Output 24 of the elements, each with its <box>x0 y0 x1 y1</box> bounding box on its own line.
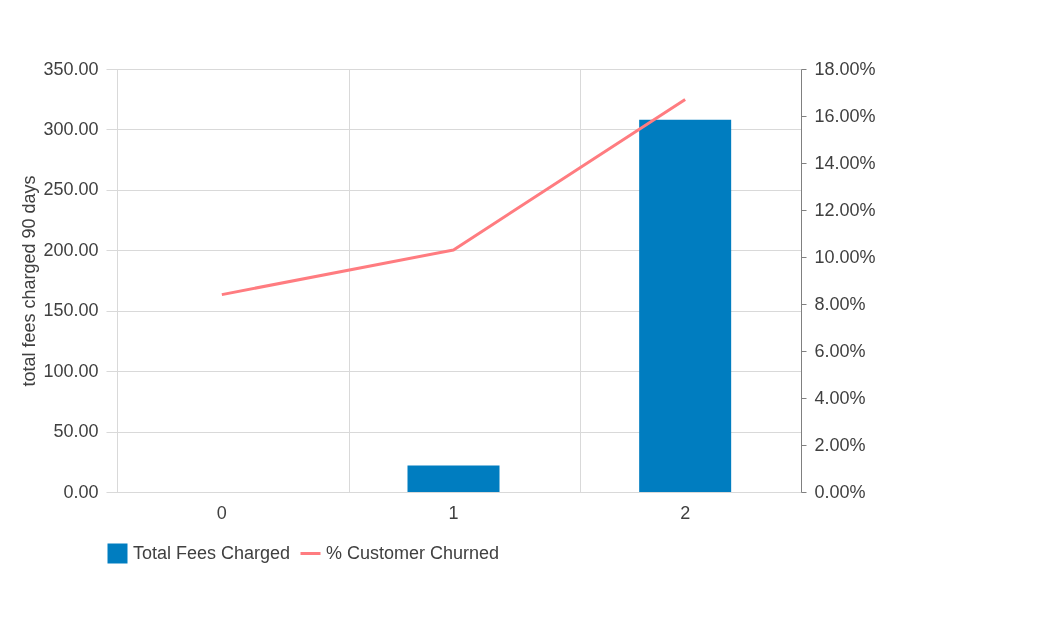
y-tick-label: 350.00 <box>43 58 99 79</box>
y-tick-label: 50.00 <box>53 421 99 442</box>
y-tick-label: 300.00 <box>43 118 99 139</box>
y2-tick-label: 18.00% <box>814 58 876 79</box>
y2-tick-label: 14.00% <box>814 152 876 173</box>
y-tick-label: 150.00 <box>43 300 99 321</box>
y2-tick-label: 2.00% <box>814 434 866 455</box>
x-tick-label: 2 <box>680 502 691 523</box>
y2-tick-label: 16.00% <box>814 105 876 126</box>
y-tick-label: 200.00 <box>43 239 99 260</box>
y-tick-label: 0.00 <box>63 481 99 502</box>
y2-tick-label: 10.00% <box>814 246 876 267</box>
y-axis-title: total fees charged 90 days <box>19 175 40 387</box>
y2-tick-label: 4.00% <box>814 387 866 408</box>
y2-tick-label: 8.00% <box>814 293 866 314</box>
y2-tick-label: 6.00% <box>814 340 866 361</box>
y-tick-label: 100.00 <box>43 360 99 381</box>
y2-tick-label: 0.00% <box>814 481 866 502</box>
legend-label: Total Fees Charged <box>133 542 291 563</box>
x-tick-label: 1 <box>448 502 459 523</box>
legend-label: % Customer Churned <box>326 542 500 563</box>
y2-tick-label: 12.00% <box>814 199 876 220</box>
y-tick-label: 250.00 <box>43 179 99 200</box>
x-tick-label: 0 <box>216 502 227 523</box>
